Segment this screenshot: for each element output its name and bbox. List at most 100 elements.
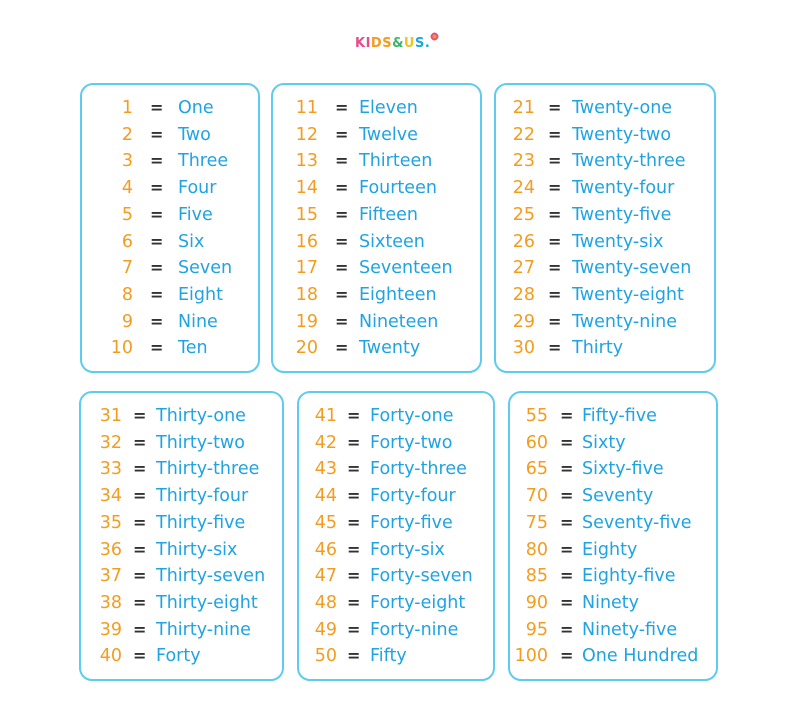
number-digit: 20	[295, 338, 318, 359]
number-row: 46 = Forty-six	[0, 537, 797, 564]
number-word: Thirty-two	[156, 432, 245, 453]
number-word: Twenty-one	[572, 98, 673, 118]
number-digit: 30	[512, 338, 535, 359]
number-digit: 65	[525, 459, 548, 480]
number-row: 37 = Thirty-seven	[0, 563, 797, 590]
equals-sign: =	[150, 204, 164, 224]
number-card	[297, 391, 495, 681]
number-digit: 11	[295, 98, 318, 118]
number-row: 26 = Twenty-six	[0, 229, 797, 256]
number-word: Four	[178, 178, 217, 199]
number-row: 15 = Fifteen	[0, 202, 797, 229]
number-card	[508, 391, 718, 681]
number-row: 24 = Twenty-four	[0, 175, 797, 202]
number-row: 9 = Nine	[0, 309, 797, 336]
number-word: Forty-four	[370, 486, 456, 507]
equals-sign: =	[150, 338, 164, 358]
number-word: Forty-six	[370, 539, 445, 560]
equals-sign: =	[335, 124, 349, 144]
equals-sign: =	[347, 646, 361, 666]
logo-letters-1: KI	[355, 36, 371, 51]
number-row: 34 = Thirty-four	[0, 483, 797, 510]
number-word: Forty-one	[370, 406, 454, 426]
equals-sign: =	[335, 258, 349, 278]
number-word: Twenty-six	[572, 231, 664, 252]
number-word: One	[178, 98, 214, 118]
number-digit: 80	[525, 539, 548, 560]
equals-sign: =	[560, 486, 574, 506]
number-word: One Hundred	[582, 646, 699, 667]
number-row: 28 = Twenty-eight	[0, 282, 797, 309]
equals-sign: =	[560, 619, 574, 639]
number-digit: 40	[99, 646, 122, 667]
number-row: 11 = Eleven	[0, 95, 797, 122]
number-row: 41 = Forty-one	[0, 403, 797, 430]
number-word: Twenty-nine	[572, 311, 677, 332]
number-word: Eight	[178, 284, 223, 305]
equals-sign: =	[150, 98, 164, 117]
number-word: Fifteen	[359, 204, 418, 225]
number-row: 13 = Thirteen	[0, 148, 797, 175]
number-word: Twenty-seven	[572, 258, 692, 279]
equals-sign: =	[347, 619, 361, 639]
number-word: Forty-seven	[370, 566, 473, 587]
number-row: 18 = Eighteen	[0, 282, 797, 309]
number-word: Seventy	[582, 486, 654, 507]
number-word: Twelve	[359, 124, 418, 145]
number-word: Eighty	[582, 539, 638, 560]
number-word: Thirty-five	[156, 512, 246, 533]
number-row: 55 = Fifty-five	[0, 403, 797, 430]
number-row: 27 = Twenty-seven	[0, 255, 797, 282]
number-digit: 8	[121, 284, 133, 305]
equals-sign: =	[347, 406, 361, 425]
number-digit: 48	[314, 592, 337, 613]
number-word: Thirteen	[359, 151, 433, 172]
equals-sign: =	[335, 98, 349, 117]
equals-sign: =	[150, 178, 164, 198]
equals-sign: =	[548, 258, 562, 278]
number-word: Sixty	[582, 432, 626, 453]
number-digit: 27	[512, 258, 535, 279]
number-row: 17 = Seventeen	[0, 255, 797, 282]
equals-sign: =	[560, 566, 574, 586]
number-word: Eighty-five	[582, 566, 676, 587]
number-row: 29 = Twenty-nine	[0, 309, 797, 336]
number-word: Twenty-five	[572, 204, 672, 225]
number-word: Sixteen	[359, 231, 425, 252]
number-word: Two	[178, 124, 211, 145]
number-digit: 17	[295, 258, 318, 279]
number-digit: 28	[512, 284, 535, 305]
number-word: Thirty-seven	[156, 566, 266, 587]
number-word: Ten	[178, 338, 208, 359]
number-row: 3 = Three	[0, 148, 797, 175]
equals-sign: =	[150, 284, 164, 304]
number-word: Eleven	[359, 98, 418, 118]
number-digit: 46	[314, 539, 337, 560]
number-digit: 10	[110, 338, 133, 359]
number-word: Forty-five	[370, 512, 453, 533]
number-digit: 35	[99, 512, 122, 533]
equals-sign: =	[150, 151, 164, 171]
equals-sign: =	[347, 459, 361, 479]
number-digit: 9	[121, 311, 133, 332]
number-row: 12 = Twelve	[0, 122, 797, 149]
equals-sign: =	[150, 311, 164, 331]
equals-sign: =	[335, 151, 349, 171]
number-digit: 18	[295, 284, 318, 305]
number-digit: 4	[121, 178, 133, 199]
number-row: 85 = Eighty-five	[0, 563, 797, 590]
number-digit: 36	[99, 539, 122, 560]
number-digit: 31	[99, 406, 122, 426]
equals-sign: =	[150, 258, 164, 278]
number-row: 22 = Twenty-two	[0, 122, 797, 149]
number-digit: 6	[121, 231, 133, 252]
number-word: Thirty-four	[156, 486, 249, 507]
equals-sign: =	[335, 178, 349, 198]
number-digit: 45	[314, 512, 337, 533]
number-row: 4 = Four	[0, 175, 797, 202]
equals-sign: =	[347, 539, 361, 559]
number-word: Eighteen	[359, 284, 437, 305]
number-digit: 24	[512, 178, 535, 199]
number-word: Sixty-five	[582, 459, 664, 480]
number-digit: 42	[314, 432, 337, 453]
